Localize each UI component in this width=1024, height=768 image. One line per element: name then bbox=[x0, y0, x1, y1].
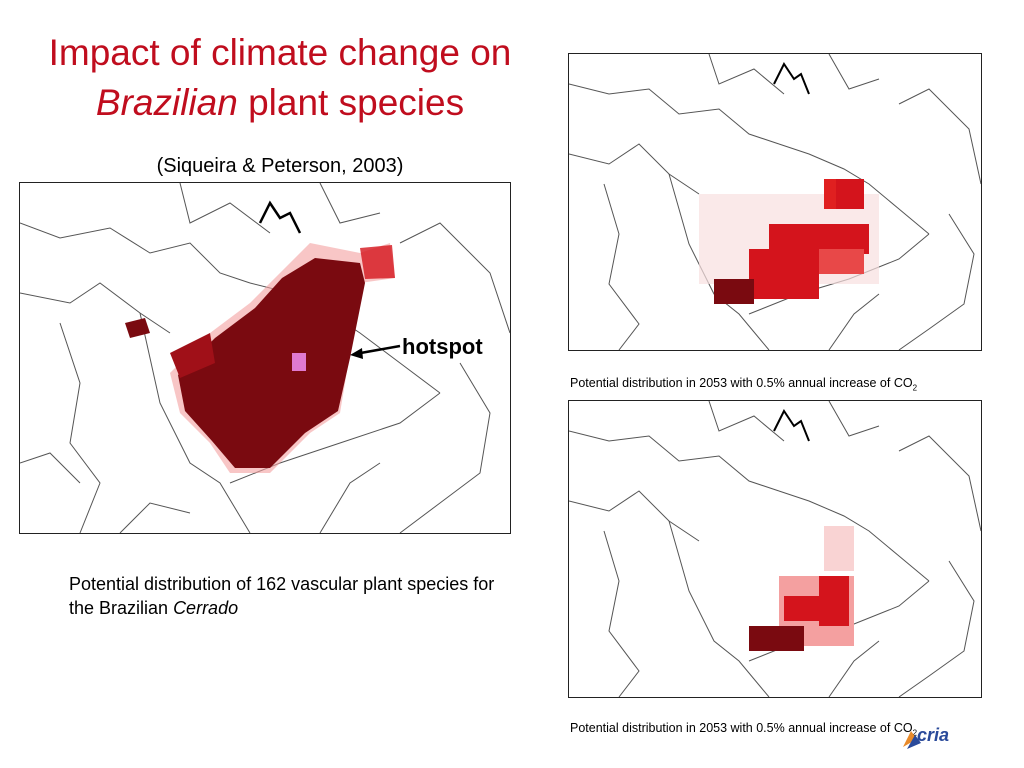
caption-top-right-text: Potential distribution in 2053 with 0.5%… bbox=[570, 376, 913, 390]
title-line-2: Brazilian plant species bbox=[0, 78, 560, 128]
projection-map-bottom-svg bbox=[569, 401, 981, 697]
projection-map-bottom bbox=[568, 400, 982, 698]
projection-map-top bbox=[568, 53, 982, 351]
caption-main-text: Potential distribution of 162 vascular p… bbox=[69, 574, 495, 618]
hotspot-label: hotspot bbox=[402, 334, 483, 359]
title-line-1: Impact of climate change on bbox=[48, 32, 512, 73]
caption-bottom-right: Potential distribution in 2053 with 0.5%… bbox=[570, 721, 917, 738]
caption-bottom-right-text: Potential distribution in 2053 with 0.5%… bbox=[570, 721, 913, 735]
arrow-left-icon bbox=[350, 344, 401, 359]
hotspot-marker bbox=[292, 353, 306, 371]
projection-map-top-svg bbox=[569, 54, 981, 350]
cria-logo-icon bbox=[903, 731, 921, 749]
current-distribution-map bbox=[19, 182, 511, 534]
caption-top-right-sub: 2 bbox=[912, 383, 918, 393]
current-distribution-map-svg bbox=[20, 183, 510, 533]
cria-logo-text: cria bbox=[917, 725, 950, 745]
caption-bottom-right-sub: 2 bbox=[912, 728, 918, 738]
citation: (Siqueira & Peterson, 2003) bbox=[156, 155, 404, 177]
title-italic-word: Brazilian bbox=[95, 82, 238, 123]
caption-main-italic: Cerrado bbox=[173, 598, 239, 618]
caption-main: Potential distribution of 162 vascular p… bbox=[69, 572, 519, 620]
title-rest: plant species bbox=[237, 82, 465, 123]
slide-title: Impact of climate change on Brazilian pl… bbox=[0, 28, 560, 128]
caption-top-right: Potential distribution in 2053 with 0.5%… bbox=[570, 376, 917, 393]
